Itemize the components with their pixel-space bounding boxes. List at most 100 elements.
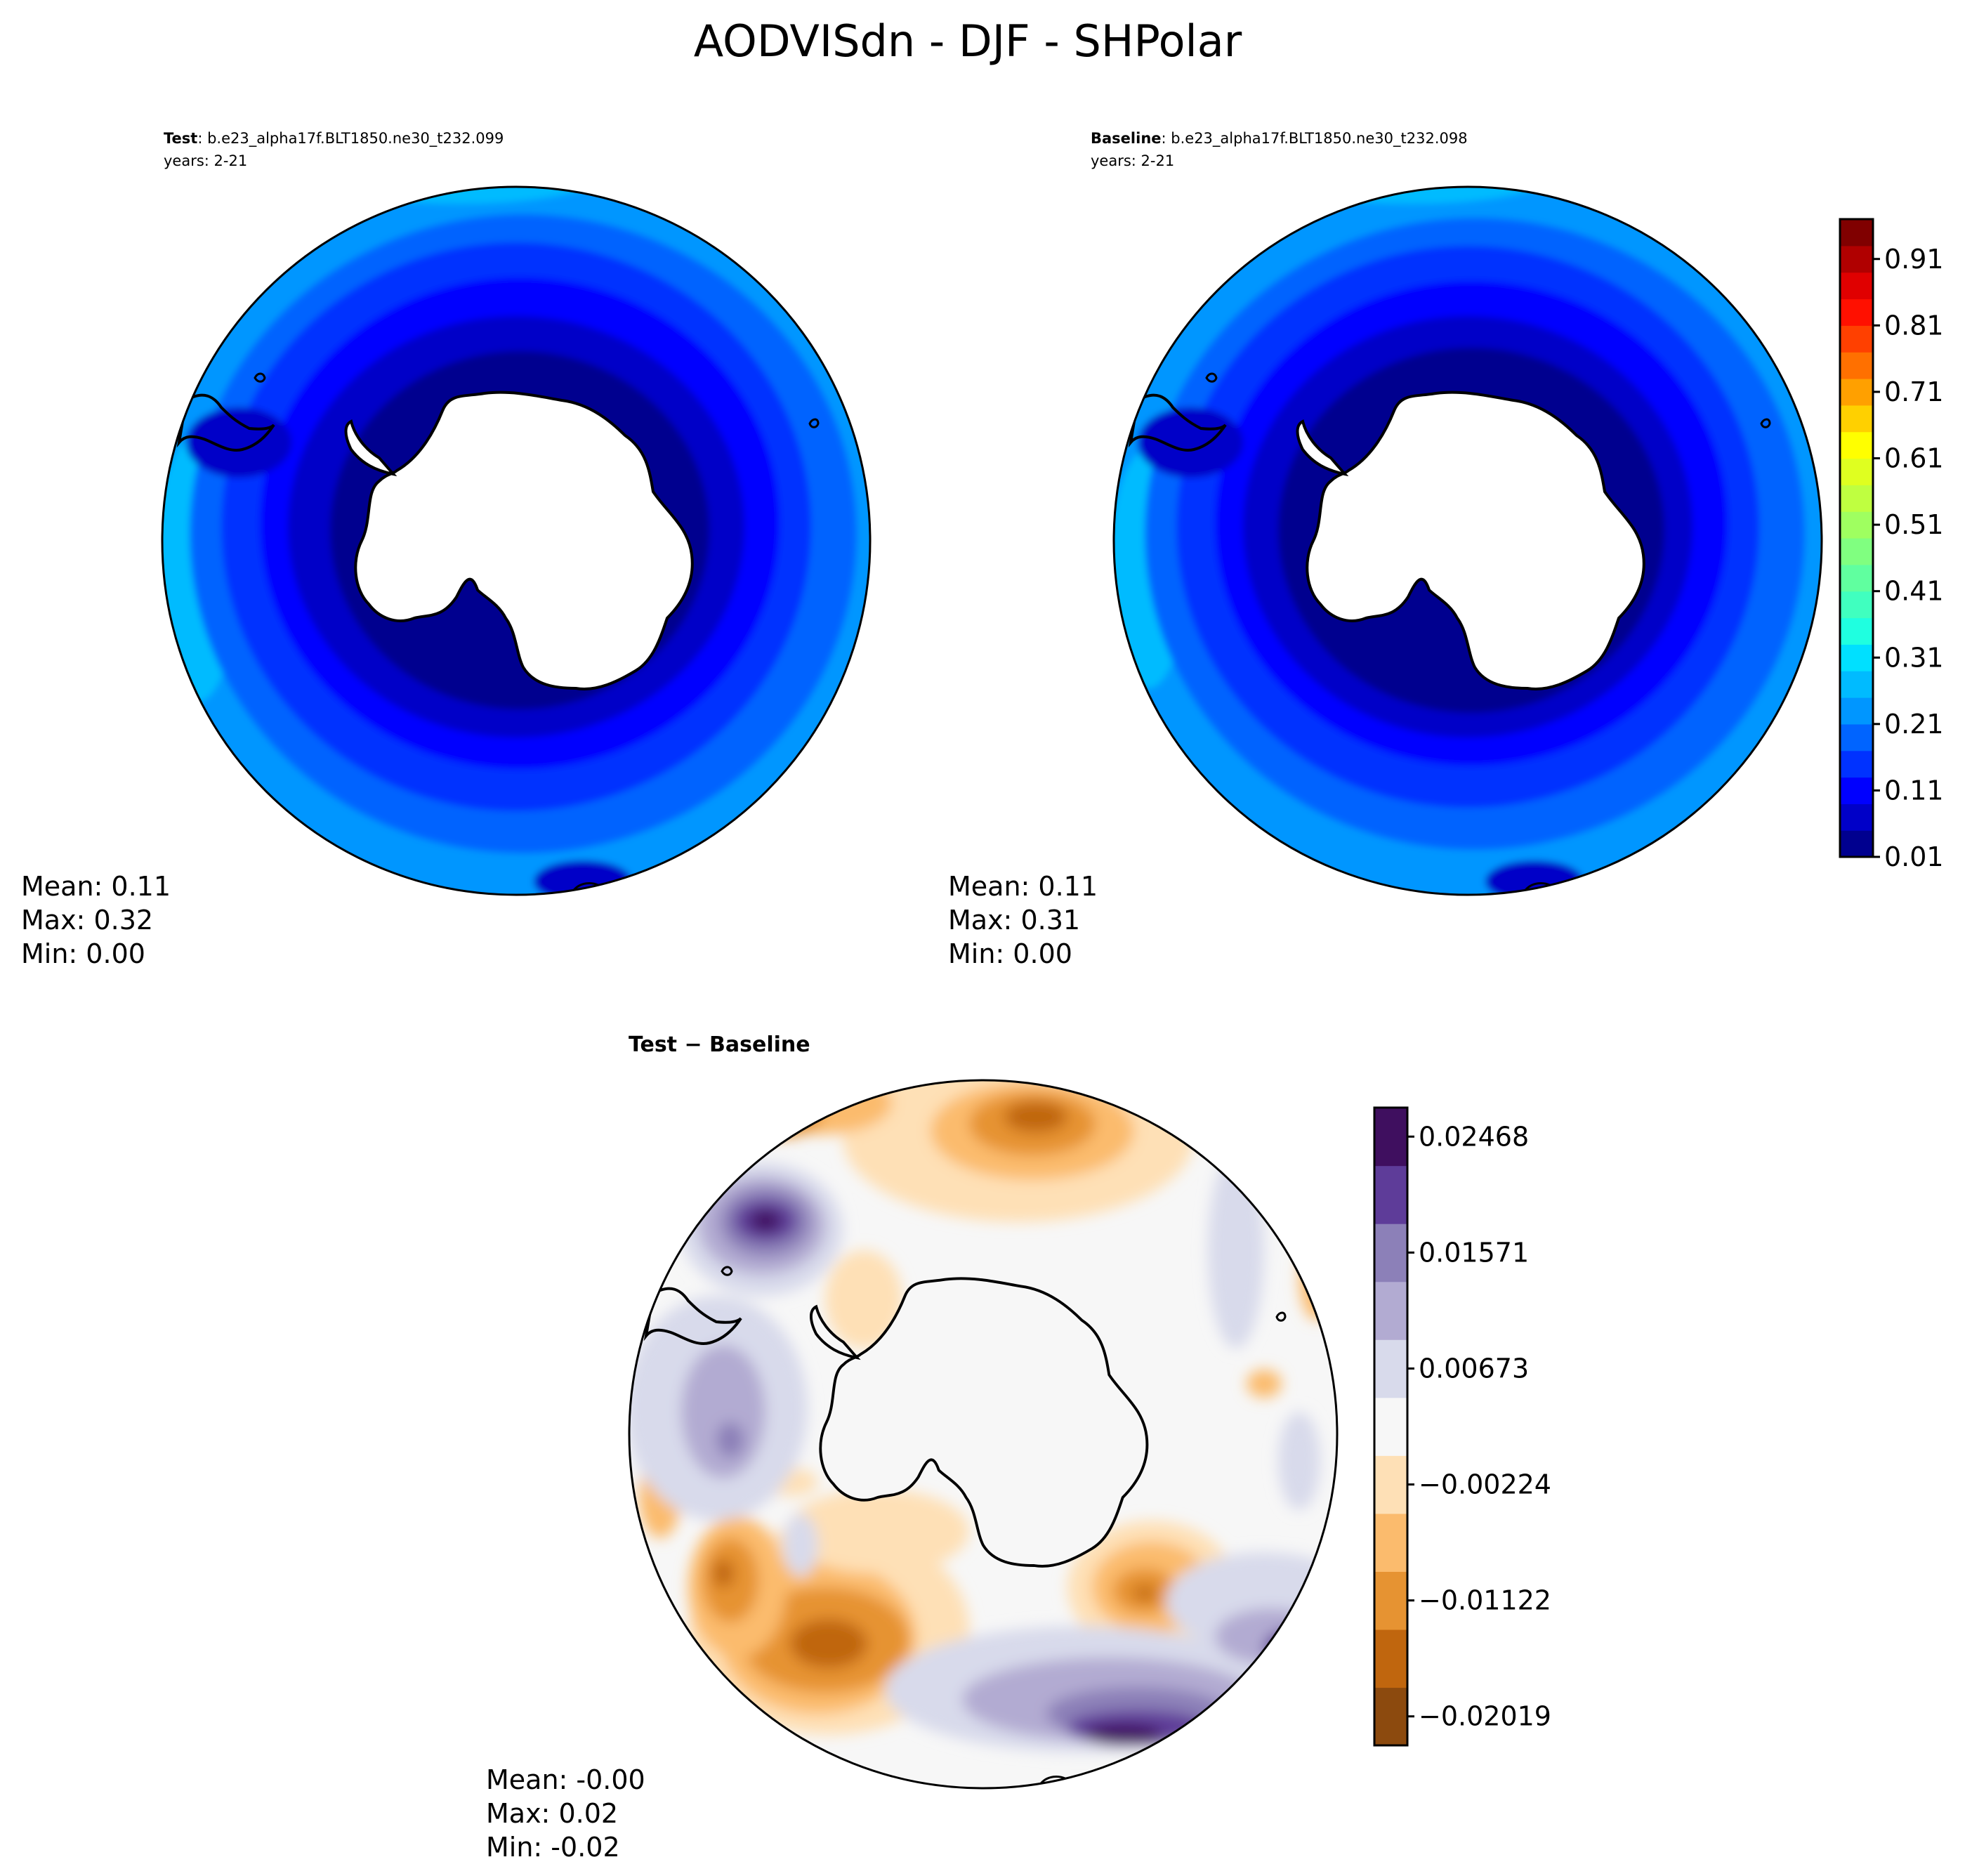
island-outline <box>808 418 820 428</box>
south-america-tip <box>176 393 275 452</box>
colorbar-swatch <box>1374 1629 1407 1688</box>
south-america-tip <box>1128 393 1227 452</box>
positive-anomaly <box>1004 1101 1067 1132</box>
antarctic-peninsula <box>1296 419 1349 477</box>
colorbar-swatch <box>1374 1224 1407 1283</box>
test-label-bold: Test <box>164 130 197 147</box>
baseline-stats: Mean: 0.11 Max: 0.31 Min: 0.00 <box>948 871 1098 969</box>
colorbar-swatch <box>1840 219 1873 247</box>
test-map-boundary <box>161 185 872 896</box>
baseline-panel: Baseline: b.e23_alpha17f.BLT1850.ne30_t2… <box>948 130 1823 969</box>
positive-anomaly <box>737 1096 822 1138</box>
colorbar-swatch <box>1840 485 1873 512</box>
aod-low-patch <box>1485 860 1584 895</box>
antarctica <box>809 1277 1149 1568</box>
colorbar-swatch <box>1840 671 1873 698</box>
antarctic-peninsula <box>809 1304 861 1360</box>
test-map <box>162 187 870 895</box>
baseline-min: Min: 0.00 <box>948 938 1072 969</box>
colorbar-swatch <box>1840 352 1873 379</box>
island-outline <box>1275 1311 1287 1322</box>
south-america-tip <box>643 1287 742 1345</box>
colorbar-tick-label: −0.00224 <box>1419 1469 1551 1500</box>
diff-colorbar-ticks: 0.02468 0.01571 0.00673 −0.00224 −0.01122 −0.… <box>1407 1121 1551 1732</box>
antarctica-coastline <box>1306 391 1645 690</box>
diff-stats: Mean: -0.00 Max: 0.02 Min: -0.02 <box>486 1764 645 1863</box>
diff-mean: Mean: -0.00 <box>486 1764 645 1795</box>
positive-anomaly <box>1247 1370 1282 1398</box>
baseline-label-bold: Baseline <box>1091 130 1162 147</box>
aod-low-patch <box>186 407 291 478</box>
colorbar-tick-label: 0.91 <box>1884 244 1944 275</box>
aod-low-patch <box>1138 407 1243 478</box>
colorbar-swatch <box>1840 644 1873 671</box>
colorbar-swatch <box>1840 723 1873 752</box>
colorbar-swatch <box>1374 1397 1407 1456</box>
colorbar-tick-label: −0.01122 <box>1419 1585 1551 1616</box>
baseline-map <box>1114 187 1822 895</box>
colorbar-swatch <box>1840 245 1873 273</box>
colorbar-swatch <box>1840 591 1873 619</box>
diff-map <box>629 1080 1337 1788</box>
antarctica <box>1296 391 1645 690</box>
colorbar-swatch <box>1840 803 1873 831</box>
negative-anomaly <box>750 1210 781 1231</box>
falkland-islands <box>254 372 266 383</box>
test-panel-years: years: 2-21 <box>164 152 247 169</box>
colorbar-tick-label: 0.51 <box>1884 509 1944 540</box>
colorbar-tick-label: 0.81 <box>1884 310 1944 341</box>
colorbar-swatch <box>1374 1339 1407 1398</box>
positive-anomaly <box>1299 1236 1334 1320</box>
test-max: Max: 0.32 <box>21 905 153 936</box>
positive-anomaly <box>790 1619 867 1668</box>
colorbar-swatch <box>1840 325 1873 353</box>
negative-anomaly <box>716 1422 744 1457</box>
colorbar-tick-label: 0.41 <box>1884 576 1944 607</box>
antarctic-peninsula <box>344 419 397 477</box>
positive-anomaly <box>713 1559 734 1587</box>
colorbar-swatch <box>1840 830 1873 858</box>
antarctica-coastline <box>354 391 694 690</box>
colorbar-tick-label: −0.02019 <box>1419 1701 1551 1732</box>
test-min: Min: 0.00 <box>21 938 145 969</box>
negative-anomaly <box>1278 1412 1320 1510</box>
positive-anomaly <box>825 1250 902 1349</box>
test-label-case: : b.e23_alpha17f.BLT1850.ne30_t232.099 <box>197 130 504 147</box>
colorbar-swatch <box>1840 750 1873 778</box>
baseline-map-boundary <box>1112 185 1823 896</box>
diff-panel: Test − Baseline <box>486 1032 1551 1863</box>
colorbar-tick-label: 0.01571 <box>1419 1237 1529 1268</box>
colorbar-swatch <box>1840 431 1873 459</box>
colorbar-tick-label: 0.31 <box>1884 642 1944 673</box>
colorbar-swatch <box>1840 777 1873 804</box>
baseline-max: Max: 0.31 <box>948 905 1080 936</box>
colorbar-tick-label: 0.01 <box>1884 841 1944 872</box>
colorbar-tick-label: 0.71 <box>1884 376 1944 407</box>
colorbar-swatch <box>1840 458 1873 485</box>
colorbar-swatch <box>1374 1108 1407 1167</box>
colorbar-swatch <box>1840 405 1873 433</box>
diff-map-boundary <box>628 1079 1339 1790</box>
diff-max: Max: 0.02 <box>486 1798 618 1829</box>
colorbar-swatch <box>1374 1165 1407 1224</box>
antarctica-coastline <box>819 1277 1149 1568</box>
diff-colorbar-frame <box>1373 1106 1409 1747</box>
colorbar-tick-label: 0.61 <box>1884 443 1944 474</box>
main-colorbar-ticks: 0.01 0.11 0.21 0.31 0.41 0.51 0.61 0.71 0.81 0.91 <box>1873 244 1944 872</box>
positive-anomaly <box>1134 1586 1155 1600</box>
baseline-mean: Mean: 0.11 <box>948 871 1098 902</box>
antarctica <box>344 391 694 690</box>
colorbar-tick-label: 0.02468 <box>1419 1121 1529 1152</box>
colorbar-swatch <box>1374 1455 1407 1514</box>
baseline-panel-label: Baseline: b.e23_alpha17f.BLT1850.ne30_t2… <box>1091 130 1468 147</box>
falkland-islands <box>1205 372 1218 383</box>
test-panel-label: Test: b.e23_alpha17f.BLT1850.ne30_t232.0… <box>164 130 504 147</box>
test-mean: Mean: 0.11 <box>21 871 171 902</box>
colorbar-swatch <box>1840 379 1873 406</box>
positive-anomaly <box>751 1080 892 1134</box>
diff-min: Min: -0.02 <box>486 1832 620 1863</box>
falkland-islands <box>721 1266 733 1276</box>
diff-colorbar: 0.02468 0.01571 0.00673 −0.00224 −0.01122 −0.… <box>1373 1106 1551 1747</box>
test-panel: Test: b.e23_alpha17f.BLT1850.ne30_t232.0… <box>21 130 872 969</box>
